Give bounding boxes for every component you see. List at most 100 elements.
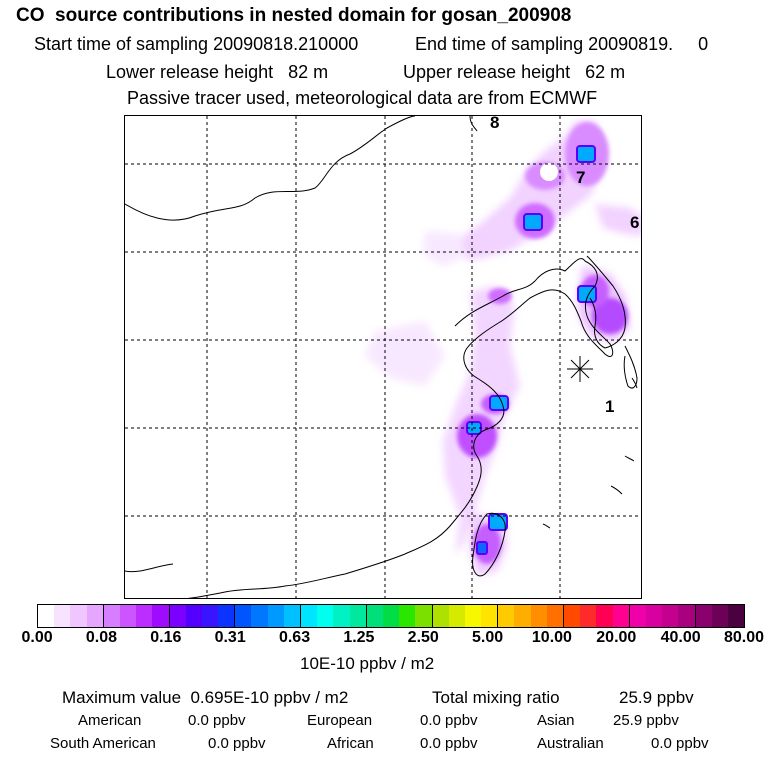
colorbar-cell xyxy=(564,605,581,627)
plume-north-china xyxy=(423,231,465,266)
asian-label: Asian xyxy=(537,712,575,729)
plume-inland xyxy=(365,321,445,386)
plume-east-edge xyxy=(595,204,641,236)
colorbar-tick-label: 5.00 xyxy=(472,629,504,646)
colorbar-cell xyxy=(38,605,55,627)
upper-release-label: Upper release height 62 m xyxy=(403,62,626,82)
colorbar-cell xyxy=(530,605,547,627)
colorbar-cell xyxy=(546,605,564,627)
australian-value: 0.0 ppbv xyxy=(651,735,709,752)
colorbar-cell xyxy=(103,605,120,627)
colorbar-cell xyxy=(382,605,400,627)
colorbar-cell xyxy=(235,605,252,627)
colorbar-cell xyxy=(629,605,646,627)
colorbar-tick-label: 10.00 xyxy=(531,629,572,646)
colorbar-tick-label: 20.00 xyxy=(596,629,637,646)
colorbar-cell xyxy=(267,605,284,627)
colorbar-cell xyxy=(695,605,712,627)
coastline-china xyxy=(125,116,416,221)
colorbar-cell xyxy=(169,605,186,627)
hotspot-7 xyxy=(476,541,488,555)
colorbar-cell xyxy=(596,605,613,627)
receptor-site-marker xyxy=(567,356,593,382)
colorbar-cell xyxy=(136,605,153,627)
colorbar-cell xyxy=(645,605,663,627)
hotspot-4 xyxy=(489,395,509,411)
colorbar-cell xyxy=(317,605,334,627)
grid-layer xyxy=(125,116,641,598)
african-value: 0.0 ppbv xyxy=(420,735,478,752)
colorbar-cell xyxy=(152,605,170,627)
australian-label: Australian xyxy=(537,735,604,752)
colorbar-cell xyxy=(70,605,87,627)
end-time-label: End time of sampling 20090819. 0 xyxy=(415,34,709,54)
map-panel: 8 7 6 1 xyxy=(124,115,642,599)
colorbar-cell xyxy=(464,605,482,627)
coastline-layer xyxy=(125,116,638,598)
colorbar-tick-label: 0.16 xyxy=(150,629,182,646)
colorbar-cell xyxy=(54,605,71,627)
colorbar-cell xyxy=(399,605,416,627)
colorbar-cell xyxy=(498,605,515,627)
coastline-japan-south xyxy=(623,345,638,389)
colorbar-cell xyxy=(711,605,728,627)
american-value: 0.0 ppbv xyxy=(188,712,246,729)
european-label: European xyxy=(307,712,373,729)
colorbar-cell xyxy=(366,605,383,627)
colorbar-cell xyxy=(727,605,745,627)
start-time-label: Start time of sampling 20090818.210000 xyxy=(34,34,359,54)
tracer-note: Passive tracer used, meteorological data… xyxy=(127,88,598,108)
max-value-label: Maximum value 0.695E-10 ppbv / m2 xyxy=(62,688,349,707)
colorbar xyxy=(37,604,745,628)
colorbar-cell xyxy=(580,605,597,627)
region-label-1: 1 xyxy=(605,397,614,416)
colorbar-cell xyxy=(119,605,137,627)
colorbar-cell xyxy=(448,605,465,627)
hotspot-2 xyxy=(523,213,543,231)
asian-value: 25.9 ppbv xyxy=(613,712,679,729)
south-american-label: South American xyxy=(50,735,156,752)
lower-release-label: Lower release height 82 m xyxy=(106,62,329,82)
colorbar-tick-label: 2.50 xyxy=(407,629,439,646)
coastline-bohai xyxy=(187,258,614,598)
south-american-value: 0.0 ppbv xyxy=(208,735,266,752)
european-value: 0.0 ppbv xyxy=(420,712,478,729)
hotspot-halo-korea xyxy=(592,298,628,334)
colorbar-cell xyxy=(514,605,531,627)
map-svg: 8 7 6 1 xyxy=(125,116,641,598)
units-label: 10E-10 ppbv / m2 xyxy=(300,654,435,673)
region-label-6: 6 xyxy=(630,213,639,232)
total-mixing-value: 25.9 ppbv xyxy=(619,688,694,707)
colorbar-tick-label: 0.63 xyxy=(278,629,311,646)
coastline-taiwan xyxy=(472,512,506,577)
marker-stroke-d2 xyxy=(570,359,590,379)
colorbar-cell xyxy=(333,605,350,627)
hotspot-halo-shandong xyxy=(488,288,512,304)
plume-light-layer xyxy=(365,121,641,576)
colorbar-tick-label: 0.08 xyxy=(85,629,117,646)
colorbar-cell xyxy=(185,605,202,627)
coastline-ryukyu-b xyxy=(610,485,623,495)
coastline-island-a xyxy=(542,523,551,529)
colorbar-cell xyxy=(415,605,433,627)
colorbar-cell xyxy=(86,605,104,627)
hotspot-hole xyxy=(540,163,558,181)
african-label: African xyxy=(327,735,374,752)
colorbar-tick-label: 1.25 xyxy=(343,629,375,646)
border-northeast xyxy=(469,116,478,132)
colorbar-tick-label: 0.31 xyxy=(214,629,246,646)
colorbar-tick-label: 0.00 xyxy=(21,629,53,646)
region-label-8: 8 xyxy=(490,116,499,132)
colorbar-cell xyxy=(678,605,696,627)
coastline-ryukyu-a xyxy=(624,455,635,462)
border-southwest xyxy=(125,563,174,573)
colorbar-tick-label: 80.00 xyxy=(724,629,765,646)
colorbar-cell xyxy=(349,605,367,627)
coastline-korea xyxy=(586,255,626,349)
colorbar-cell xyxy=(432,605,449,627)
colorbar-cell xyxy=(662,605,679,627)
colorbar-cell xyxy=(251,605,268,627)
colorbar-tick-label: 40.00 xyxy=(660,629,701,646)
colorbar-cell xyxy=(283,605,301,627)
american-label: American xyxy=(78,712,142,729)
